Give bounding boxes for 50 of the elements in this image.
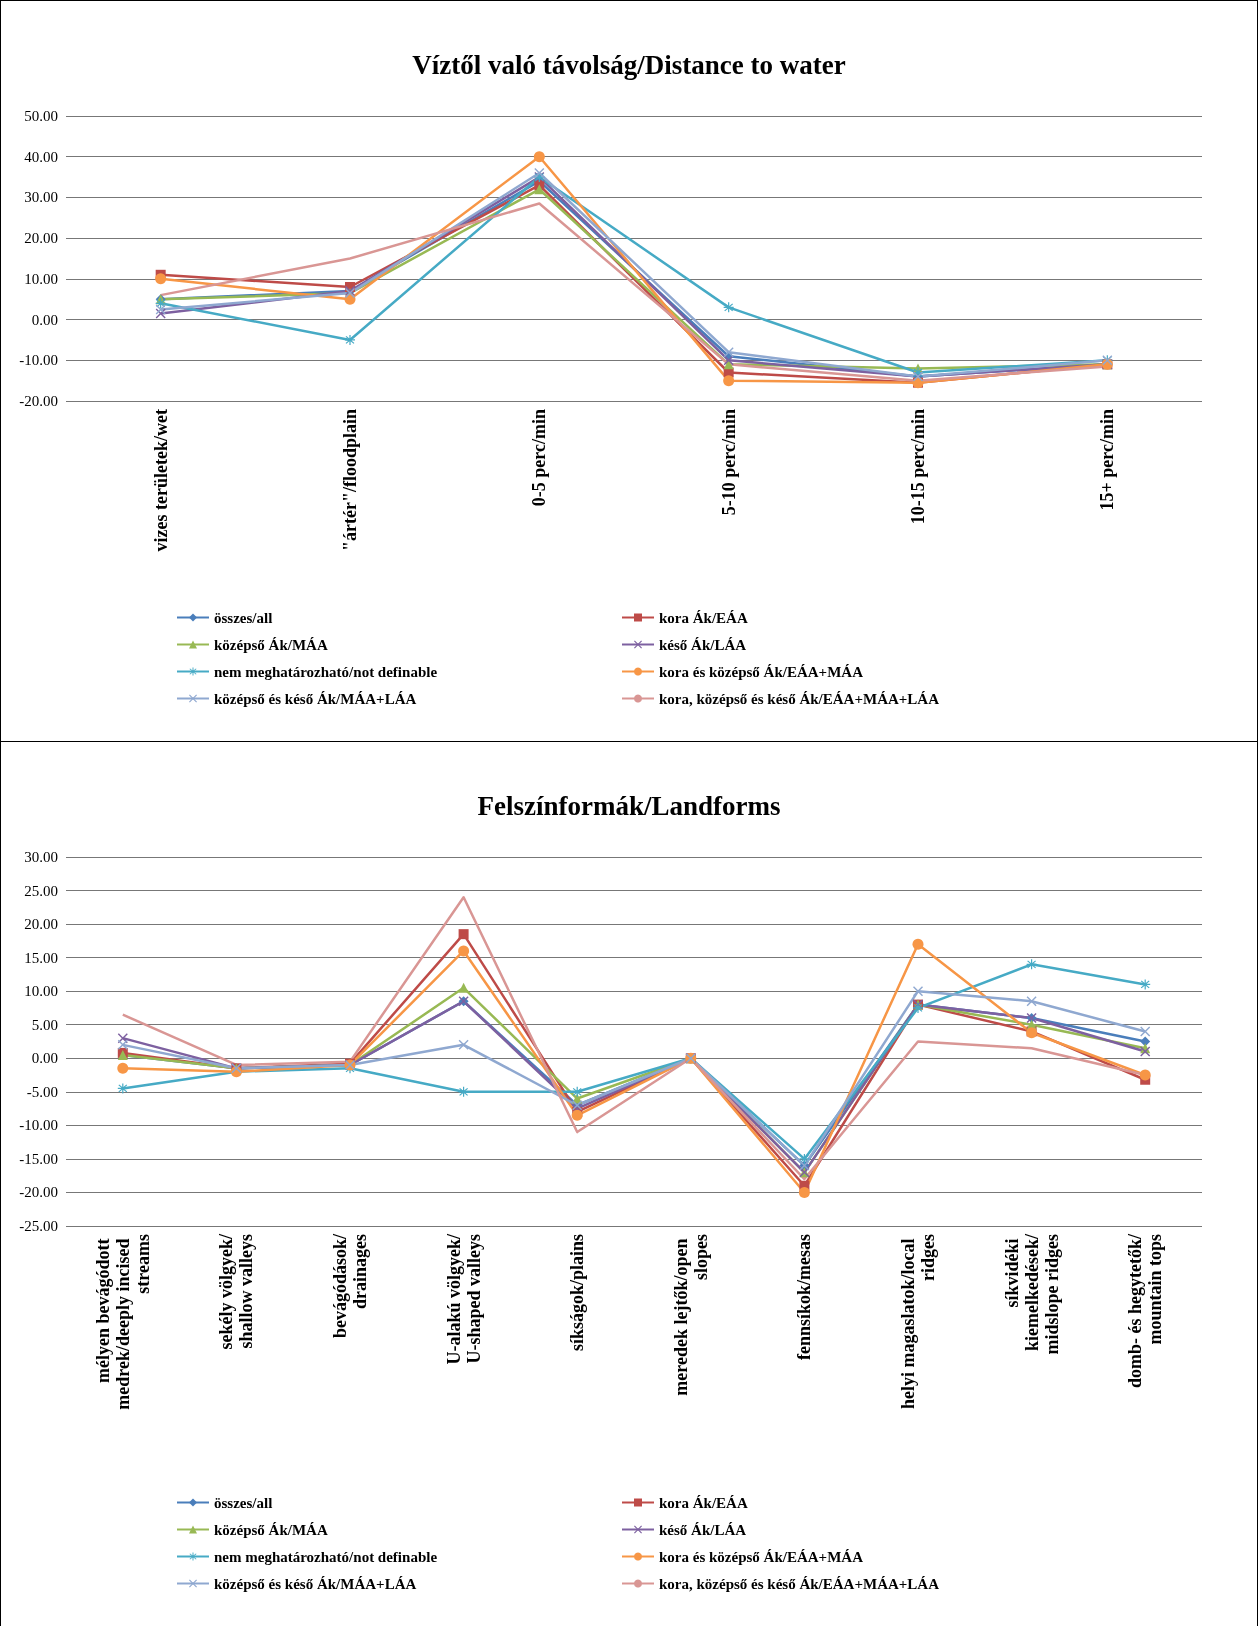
y-tick-label: 20.00 <box>24 916 58 933</box>
y-tick-label: 50.00 <box>24 108 58 124</box>
legend-label: késő Ák/LÁA <box>659 636 747 653</box>
legend-label: kora Ák/EÁA <box>659 609 748 626</box>
y-tick-label: 20.00 <box>24 230 58 247</box>
x-tick-label: "ártér"/floodplain <box>340 409 360 551</box>
y-tick-label: 0.00 <box>31 1050 58 1067</box>
legend-label: középső és késő Ák/MÁA+LÁA <box>214 1575 417 1592</box>
y-tick-label: -10.00 <box>19 1117 58 1134</box>
x-tick-label: vizes területek/wet <box>150 409 171 552</box>
legend-label: középső és késő Ák/MÁA+LÁA <box>214 690 417 707</box>
legend-label: kora, középső és késő Ák/EÁA+MÁA+LÁA <box>659 1575 940 1592</box>
x-tick-label: 15+ perc/min <box>1097 409 1118 511</box>
legend-label: kora Ák/EÁA <box>659 1494 748 1511</box>
legend-label: kora és középső Ák/EÁA+MÁA <box>659 1548 864 1565</box>
x-tick-label: bevágódások/drainages <box>330 1233 370 1339</box>
legend-label: kora, középső és késő Ák/EÁA+MÁA+LÁA <box>659 690 940 707</box>
y-tick-label: -10.00 <box>19 352 58 369</box>
legend-label: összes/all <box>214 609 273 626</box>
x-tick-label: 5-10 perc/min <box>718 409 739 516</box>
y-tick-label: -20.00 <box>19 393 58 409</box>
x-tick-label: fennsíkok/mesas <box>794 1234 815 1361</box>
legend-label: összes/all <box>214 1494 273 1511</box>
x-tick-label: síkságok/plains <box>567 1234 588 1352</box>
y-tick-label: 10.00 <box>24 983 58 1000</box>
x-tick-label: 10-15 perc/min <box>908 409 928 525</box>
y-tick-label: -15.00 <box>19 1150 58 1167</box>
legend-label: késő Ák/LÁA <box>659 1521 747 1538</box>
legend-label: kora és középső Ák/EÁA+MÁA <box>659 663 864 680</box>
legend-label: középső Ák/MÁA <box>214 1521 328 1538</box>
x-tick-label: meredek lejtők/open slopes <box>670 1234 711 1396</box>
x-tick-label: 0-5 perc/min <box>529 409 550 507</box>
legend-label: középső Ák/MÁA <box>214 636 328 653</box>
chart-title: Felszínformák/Landforms <box>477 790 781 821</box>
y-tick-label: 30.00 <box>24 849 58 865</box>
y-tick-label: -25.00 <box>19 1218 58 1234</box>
y-tick-label: 30.00 <box>24 189 58 206</box>
y-tick-label: -5.00 <box>26 1083 58 1100</box>
y-tick-label: 5.00 <box>31 1016 58 1033</box>
x-tick-label: helyi magaslatok/local ridges <box>898 1234 938 1409</box>
y-tick-label: 25.00 <box>24 882 58 899</box>
legend-label: nem meghatározható/not definable <box>214 1548 438 1565</box>
y-tick-label: 15.00 <box>24 949 58 966</box>
y-tick-label: 10.00 <box>24 270 58 287</box>
y-tick-label: -20.00 <box>19 1184 58 1201</box>
x-tick-label: mélyen bevágódott medrek/deeply incised streams <box>92 1234 153 1410</box>
chart-title: Víztől való távolság/Distance to water <box>412 49 846 80</box>
legend-label: nem meghatározható/not definable <box>214 663 438 680</box>
y-tick-label: 40.00 <box>24 148 58 165</box>
y-tick-label: 0.00 <box>31 311 58 328</box>
